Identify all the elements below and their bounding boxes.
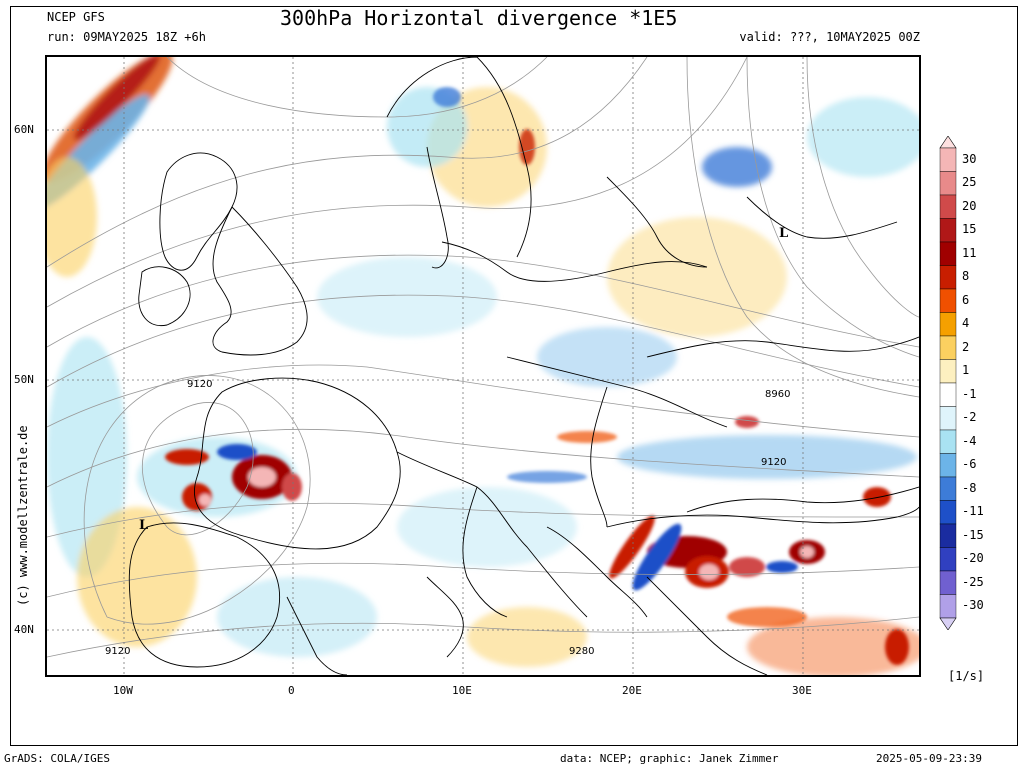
lon-label-10e: 10E (452, 684, 472, 697)
colorbar-swatch (939, 382, 957, 407)
colorbar-bottom-arrow (939, 617, 957, 630)
contour-label: 9120 (105, 646, 130, 657)
contour-label-group: 9120 8960 9120 9120 9280 (105, 379, 790, 657)
figure-frame (10, 6, 1018, 746)
colorbar-swatch (939, 359, 957, 384)
colorbar-swatch (939, 265, 957, 290)
colorbar-label: 8 (962, 269, 970, 284)
valid-time: valid: ???, 10MAY2025 00Z (739, 30, 920, 44)
colorbar-label: 1 (962, 363, 970, 378)
low-pressure-label: L (139, 518, 148, 533)
colorbar-label: 4 (962, 316, 970, 331)
colorbar-swatch (939, 312, 957, 337)
colorbar-label: -2 (962, 410, 977, 425)
colorbar-label: -6 (962, 457, 977, 472)
graticule (47, 57, 919, 675)
colorbar-swatch (939, 429, 957, 454)
lat-label-50n: 50N (14, 373, 34, 386)
pressure-label-group: L L (139, 226, 788, 533)
copyright-text: (c) www.modellzentrale.de (16, 425, 30, 606)
colorbar-label: 15 (962, 222, 977, 237)
divergence-hotspots (165, 87, 909, 665)
lat-label-60n: 60N (14, 123, 34, 136)
contour-label: 9280 (569, 646, 594, 657)
model-name: NCEP GFS (47, 10, 105, 24)
colorbar-label: 2 (962, 339, 970, 354)
colorbar-label: 30 (962, 151, 977, 166)
divergence-field (47, 57, 919, 675)
colorbar-label: -20 (962, 551, 984, 566)
map-panel: 9120 8960 9120 9120 9280 L L (45, 55, 921, 677)
colorbar-swatch (939, 335, 957, 360)
colorbar-label: 11 (962, 245, 977, 260)
colorbar-top-arrow (939, 136, 957, 149)
colorbar-swatch (939, 594, 957, 619)
lon-label-20e: 20E (622, 684, 642, 697)
colorbar-label: 6 (962, 292, 970, 307)
colorbar-label: -8 (962, 480, 977, 495)
colorbar-label: -1 (962, 386, 977, 401)
colorbar-swatch (939, 570, 957, 595)
colorbar-swatch (939, 476, 957, 501)
contour-label: 8960 (765, 389, 790, 400)
colorbar-swatch (939, 523, 957, 548)
colorbar-label: -15 (962, 527, 984, 542)
colorbar-label: 20 (962, 198, 977, 213)
colorbar-label: 25 (962, 175, 977, 190)
map-title: 300hPa Horizontal divergence *1E5 (280, 6, 678, 30)
colorbar-units: [1/s] (948, 669, 985, 683)
colorbar-label: -11 (962, 504, 984, 519)
geopotential-contours (47, 57, 919, 658)
colorbar-swatch (939, 406, 957, 431)
lon-label-0: 0 (288, 684, 295, 697)
colorbar-swatch (939, 288, 957, 313)
colorbar-swatch (939, 500, 957, 525)
contour-label: 9120 (761, 457, 786, 468)
footer-timestamp: 2025-05-09-23:39 (876, 752, 982, 765)
colorbar-label: -25 (962, 574, 984, 589)
colorbar-swatch (939, 547, 957, 572)
coastlines (128, 57, 919, 675)
colorbar (939, 136, 957, 630)
colorbar-swatch (939, 147, 957, 172)
colorbar-swatch (939, 241, 957, 266)
colorbar-label: -30 (962, 598, 984, 613)
colorbar-swatch (939, 171, 957, 196)
run-time: run: 09MAY2025 18Z +6h (47, 30, 206, 44)
colorbar-swatch (939, 194, 957, 219)
contour-label: 9120 (187, 379, 212, 390)
lat-label-40n: 40N (14, 623, 34, 636)
footer-software: GrADS: COLA/IGES (4, 752, 110, 765)
colorbar-swatch (939, 218, 957, 243)
lon-label-30e: 30E (792, 684, 812, 697)
map-svg: 9120 8960 9120 9120 9280 L L (47, 57, 919, 675)
footer-credits: data: NCEP; graphic: Janek Zimmer (560, 752, 779, 765)
colorbar-swatch (939, 453, 957, 478)
lon-label-10w: 10W (113, 684, 133, 697)
colorbar-label: -4 (962, 433, 977, 448)
low-pressure-label: L (779, 226, 788, 241)
